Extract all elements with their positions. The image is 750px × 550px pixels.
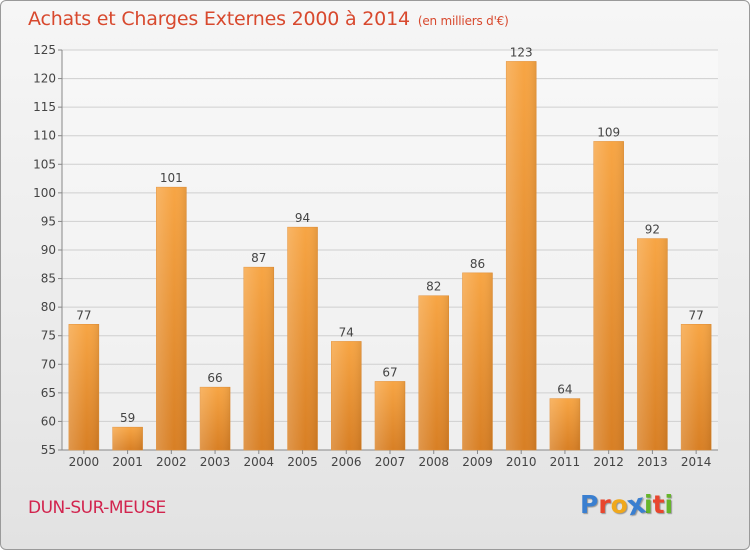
data-label: 67 (382, 365, 397, 379)
x-tick-label: 2002 (156, 455, 187, 469)
data-label: 66 (207, 371, 222, 385)
y-tick-label: 55 (41, 443, 56, 457)
data-label: 101 (160, 171, 183, 185)
y-tick-label: 65 (41, 386, 56, 400)
x-tick-label: 2009 (462, 455, 493, 469)
x-tick-label: 2000 (69, 455, 100, 469)
x-tick-label: 2006 (331, 455, 362, 469)
chart-title: Achats et Charges Externes 2000 à 2014 (e… (28, 8, 509, 30)
x-tick-label: 2011 (550, 455, 581, 469)
bar-shade (287, 227, 318, 450)
y-tick-label: 75 (41, 329, 56, 343)
bar-shade (156, 187, 187, 450)
title-unit: (en milliers d'€) (417, 14, 509, 28)
logo-letter: i (644, 490, 653, 519)
logo-letter: r (598, 490, 611, 519)
y-tick-label: 80 (41, 300, 56, 314)
y-tick-label: 85 (41, 272, 56, 286)
x-tick-label: 2007 (375, 455, 406, 469)
bar-shade (243, 267, 274, 450)
x-tick-label: 2004 (244, 455, 275, 469)
data-label: 74 (339, 325, 354, 339)
x-tick-label: 2014 (681, 455, 712, 469)
y-tick-label: 105 (33, 157, 56, 171)
y-tick-label: 120 (33, 72, 56, 86)
bar-shade (506, 61, 537, 451)
bar-shade (68, 324, 99, 450)
data-label: 77 (76, 308, 91, 322)
x-tick-label: 2012 (593, 455, 624, 469)
y-tick-label: 115 (33, 100, 56, 114)
logo-letter: i (664, 490, 674, 519)
data-label: 86 (470, 257, 485, 271)
data-label: 77 (688, 308, 703, 322)
bar-shade (375, 381, 405, 450)
title-text: Achats et Charges Externes 2000 à 2014 (28, 8, 410, 30)
y-tick-label: 110 (33, 129, 56, 143)
data-label: 87 (251, 251, 266, 265)
x-tick-label: 2008 (418, 455, 449, 469)
bar-shade (418, 295, 449, 450)
bar-shade (637, 238, 668, 450)
data-label: 92 (645, 223, 660, 237)
bar-shade (112, 427, 143, 450)
y-tick-label: 60 (41, 414, 56, 428)
x-tick-label: 2010 (506, 455, 537, 469)
data-label: 64 (557, 383, 572, 397)
data-label: 82 (426, 280, 441, 294)
data-label: 109 (597, 125, 620, 139)
x-tick-label: 2001 (112, 455, 143, 469)
y-tick-label: 125 (33, 43, 56, 57)
logo-letter: P (580, 490, 599, 519)
y-tick-label: 95 (41, 214, 56, 228)
bar-shade (593, 141, 624, 450)
bar-shade (462, 272, 493, 450)
logo-letter: o (610, 490, 628, 519)
data-label: 94 (295, 211, 310, 225)
x-tick-label: 2013 (637, 455, 668, 469)
bar-shade (681, 324, 712, 450)
data-label: 123 (510, 45, 533, 59)
x-tick-label: 2005 (287, 455, 318, 469)
y-tick-label: 90 (41, 243, 56, 257)
y-tick-label: 70 (41, 357, 56, 371)
logo-letter: t (652, 490, 665, 519)
bar-shade (549, 398, 580, 450)
y-tick-label: 100 (33, 186, 56, 200)
data-label: 59 (120, 411, 135, 425)
bar-shade (200, 387, 231, 450)
x-tick-label: 2003 (200, 455, 231, 469)
proxiti-logo: Proxiti (580, 487, 674, 522)
location-label: DUN-SUR-MEUSE (28, 498, 166, 518)
bar-shade (331, 341, 362, 450)
